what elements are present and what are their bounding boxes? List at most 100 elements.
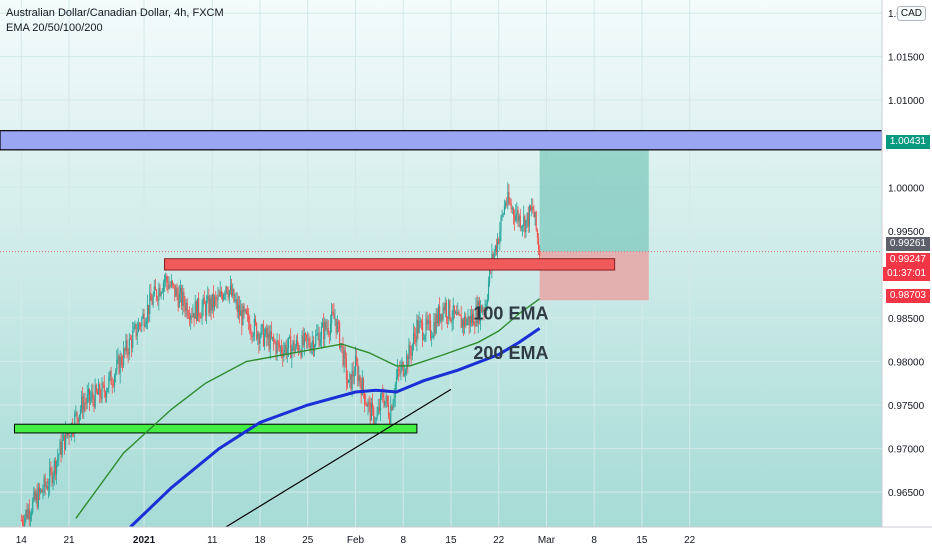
candle-body <box>214 296 216 308</box>
symbol-title[interactable]: Australian Dollar/Canadian Dollar, 4h, F… <box>6 7 224 19</box>
candle-body <box>518 215 520 222</box>
candle-body <box>428 320 430 322</box>
candle-body <box>244 309 246 312</box>
candle-body <box>115 370 117 376</box>
candle-body <box>418 321 420 333</box>
ema-200-line <box>129 327 541 529</box>
candle-body <box>278 342 280 348</box>
candle-body <box>104 391 107 398</box>
candle-body <box>320 327 322 340</box>
candle-body <box>495 245 498 252</box>
candle-body <box>422 322 424 340</box>
candle-body <box>141 318 143 327</box>
candle-body <box>41 489 43 493</box>
candle-body <box>435 314 437 334</box>
candle-body <box>185 302 187 312</box>
candle-body <box>304 333 307 335</box>
candle-body <box>65 429 67 450</box>
currency-badge[interactable]: CAD <box>896 6 926 21</box>
candle-body <box>281 346 283 353</box>
candle-body <box>206 301 208 316</box>
annotation-100-ema: 100 EMA <box>473 304 548 324</box>
candle-body <box>120 356 122 365</box>
x-tick-label: Mar <box>538 535 556 546</box>
candle-body <box>268 333 270 350</box>
support-zone <box>13 423 418 434</box>
countdown-tag: 01:37:01 <box>883 267 930 281</box>
candle-body <box>92 392 94 399</box>
candle-body <box>344 350 346 359</box>
candle-body <box>343 350 345 366</box>
candle-body <box>217 295 219 301</box>
candle-body <box>332 311 334 314</box>
candle-body <box>123 348 125 366</box>
candle-body <box>148 304 150 315</box>
candle-body <box>381 393 383 395</box>
candle-body <box>416 319 418 342</box>
candle-body <box>441 313 443 320</box>
x-tick-label: Feb <box>347 535 365 546</box>
candle-body <box>265 328 267 336</box>
candle-body <box>227 292 229 298</box>
candle-body <box>498 239 500 244</box>
candle-body <box>436 314 438 324</box>
candle-body <box>198 298 200 316</box>
last-sub-price-tag: 0.99247 <box>885 253 930 267</box>
candle-body <box>259 336 261 344</box>
candle-body <box>199 315 201 318</box>
candle-body <box>175 288 177 297</box>
candle-body <box>522 226 524 228</box>
candle-body <box>528 206 530 227</box>
candle-body <box>427 320 429 325</box>
candle-body <box>234 300 236 302</box>
candle-body <box>228 290 230 298</box>
candle-body <box>215 296 217 298</box>
candle-body <box>109 371 111 377</box>
candle-body <box>91 392 93 398</box>
candle-body <box>43 477 45 492</box>
candle-body <box>468 316 470 326</box>
candle-body <box>210 298 212 311</box>
candle-body <box>42 491 44 493</box>
y-tick-label: 1.00000 <box>888 183 925 194</box>
candle-body <box>162 282 164 292</box>
candle-body <box>112 384 114 386</box>
candle-body <box>125 340 127 351</box>
candle-body <box>110 371 112 385</box>
candle-body <box>419 320 421 322</box>
candle-body <box>406 355 408 371</box>
candle-body <box>423 339 425 341</box>
candle-body <box>410 353 412 356</box>
candle-body <box>325 321 327 329</box>
candle-body <box>124 348 126 351</box>
candle-body <box>523 215 525 227</box>
candle-body <box>194 301 196 319</box>
candle-body <box>208 295 210 314</box>
candle-body <box>139 323 141 325</box>
indicator-label[interactable]: EMA 20/50/100/200 <box>6 22 103 34</box>
candle-body <box>461 319 463 328</box>
candle-body <box>326 328 328 330</box>
candle-body <box>340 343 342 348</box>
candle-body <box>60 441 62 456</box>
candle-body <box>240 310 242 316</box>
candle-body <box>300 351 302 357</box>
candle-body <box>510 203 512 209</box>
candle-body <box>372 402 374 408</box>
candle-body <box>63 434 66 450</box>
candle-body <box>146 304 149 321</box>
candle-body <box>132 331 134 348</box>
candle-body <box>78 414 80 422</box>
candle-body <box>516 210 518 215</box>
chart-legend: Australian Dollar/Canadian Dollar, 4h, F… <box>6 6 224 36</box>
candle-body <box>472 313 474 323</box>
x-tick-label: 2021 <box>133 535 156 546</box>
y-tick-label: 0.98000 <box>888 357 925 368</box>
candle-body <box>378 406 380 412</box>
stop-price-tag: 0.98703 <box>885 289 930 303</box>
candle-body <box>118 356 120 374</box>
candle-body <box>364 392 366 404</box>
candle-body <box>303 333 305 346</box>
